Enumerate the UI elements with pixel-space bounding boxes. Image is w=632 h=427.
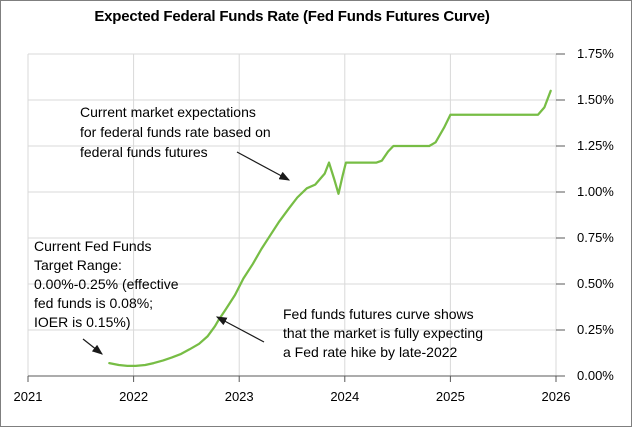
arrow-target-range xyxy=(82,338,103,355)
arrow-rate-hike xyxy=(215,316,265,343)
annotation-rate-hike: Fed funds futures curve shows that the m… xyxy=(283,306,483,360)
x-axis-label-2021: 2021 xyxy=(13,389,43,404)
y-axis-label-0.00%: 0.00% xyxy=(577,368,614,383)
chart-title: Expected Federal Funds Rate (Fed Funds F… xyxy=(94,8,490,25)
annotation-market-expectations: Current market expectations for federal … xyxy=(80,104,271,160)
x-axis-label-2026: 2026 xyxy=(541,389,571,404)
x-axis-label-2025: 2025 xyxy=(435,389,465,404)
y-axis-label-1.25%: 1.25% xyxy=(577,138,614,153)
fed-funds-futures-line xyxy=(108,89,552,368)
series-fed-funds-futures-curve xyxy=(108,89,552,368)
y-axis-label-1.00%: 1.00% xyxy=(577,184,614,199)
annotation-target-range: Current Fed Funds Target Range: 0.00%-0.… xyxy=(34,238,179,330)
x-axis-label-2022: 2022 xyxy=(119,389,149,404)
y-axis-label-1.75%: 1.75% xyxy=(577,46,614,61)
y-axis-label-0.25%: 0.25% xyxy=(577,322,614,337)
y-axis-label-1.50%: 1.50% xyxy=(577,92,614,107)
axes xyxy=(27,53,565,382)
y-axis-label-0.50%: 0.50% xyxy=(577,276,614,291)
x-axis-label-2024: 2024 xyxy=(330,389,360,404)
arrow-market-expectations xyxy=(236,151,291,181)
annotation-arrows xyxy=(82,151,291,355)
y-axis-label-0.75%: 0.75% xyxy=(577,230,614,245)
gridlines xyxy=(27,53,557,377)
x-axis-label-2023: 2023 xyxy=(224,389,254,404)
